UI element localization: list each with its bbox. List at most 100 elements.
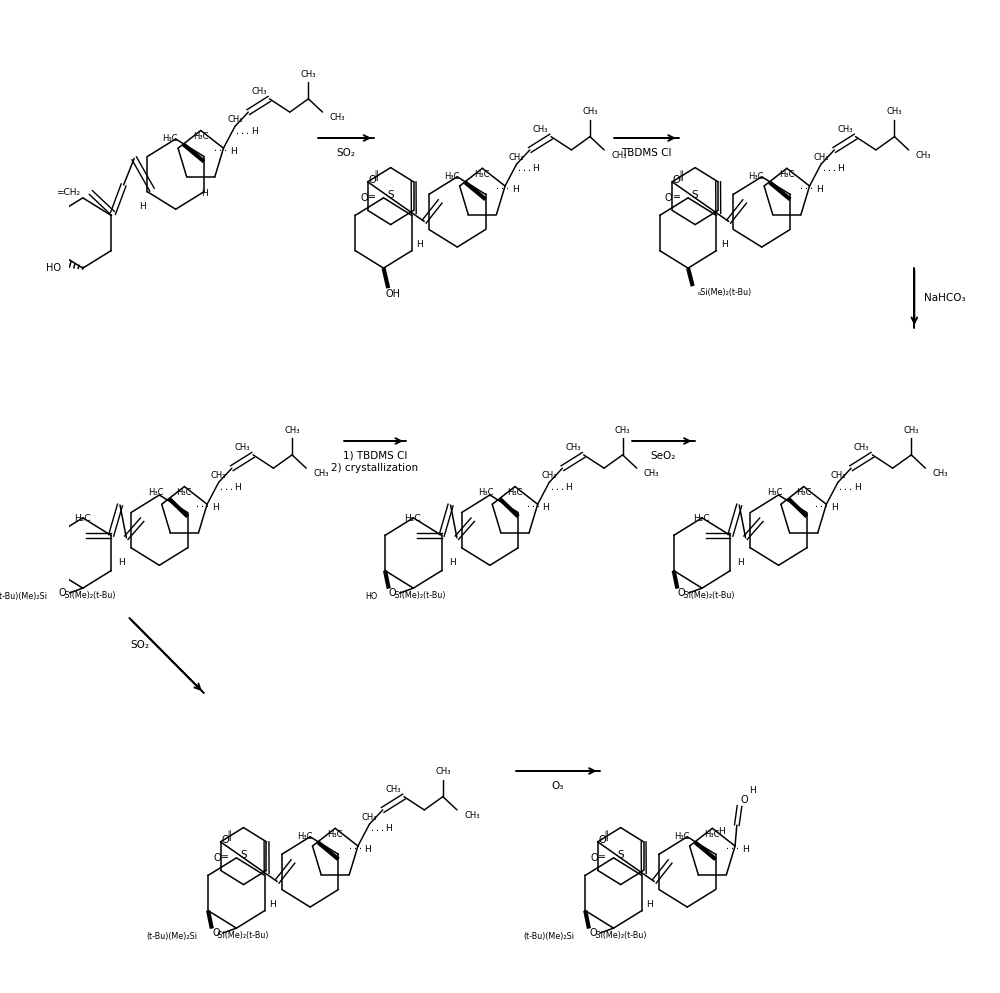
Text: ...: ...	[348, 842, 363, 851]
Text: ...: ...	[725, 842, 740, 851]
Text: O: O	[58, 588, 66, 598]
Text: H: H	[742, 845, 748, 854]
Text: H: H	[854, 483, 861, 492]
Text: H: H	[269, 900, 276, 909]
Text: ...: ...	[550, 483, 565, 492]
Text: ...: ...	[495, 182, 510, 191]
Text: CH₃: CH₃	[435, 768, 451, 777]
Text: ═: ═	[369, 193, 374, 203]
Text: 1) TBDMS Cl
2) crystallization: 1) TBDMS Cl 2) crystallization	[331, 451, 418, 473]
Text: H: H	[365, 845, 371, 854]
Text: TBDMS Cl: TBDMS Cl	[621, 148, 671, 158]
Text: ║: ║	[603, 831, 609, 841]
Text: CH₃: CH₃	[887, 107, 902, 116]
Text: ·Si(Me)₂(t-Bu): ·Si(Me)₂(t-Bu)	[62, 591, 115, 600]
Text: O: O	[212, 928, 220, 938]
Text: H: H	[385, 824, 392, 833]
Text: CH₃: CH₃	[611, 151, 627, 160]
Text: O: O	[221, 835, 229, 845]
Text: CH₃: CH₃	[830, 472, 846, 481]
Text: NaHCO₃: NaHCO₃	[924, 293, 965, 303]
Text: CH₃: CH₃	[813, 153, 829, 162]
Text: ║: ║	[678, 171, 683, 182]
Text: H₃C: H₃C	[704, 830, 719, 839]
Text: CH₃: CH₃	[362, 813, 377, 822]
Text: OH: OH	[385, 289, 400, 299]
Text: ·Si(Me)₂(t-Bu): ·Si(Me)₂(t-Bu)	[216, 931, 269, 940]
Text: CH₃: CH₃	[330, 113, 345, 122]
Text: O: O	[590, 853, 598, 863]
Text: H₃C: H₃C	[444, 172, 460, 181]
Text: H: H	[235, 483, 241, 492]
Text: CH₃: CH₃	[582, 107, 598, 116]
Text: CH₃: CH₃	[464, 811, 480, 820]
Text: CH₃: CH₃	[533, 124, 548, 133]
Text: ║: ║	[226, 831, 232, 841]
Text: O: O	[678, 588, 685, 598]
Text: H: H	[251, 127, 258, 136]
Text: H₃C: H₃C	[674, 832, 690, 841]
Text: HO: HO	[366, 592, 378, 601]
Text: CH₃: CH₃	[211, 472, 226, 481]
Text: ...: ...	[195, 500, 210, 509]
Text: H: H	[542, 503, 549, 512]
Text: H₃C: H₃C	[749, 172, 764, 181]
Text: O: O	[213, 853, 221, 863]
Text: CH₃: CH₃	[386, 784, 401, 793]
Text: H: H	[646, 900, 653, 909]
Text: ...: ...	[219, 483, 234, 492]
Text: O₃: O₃	[552, 781, 564, 791]
Text: ...: ...	[370, 824, 385, 833]
Text: H₃C: H₃C	[297, 832, 312, 841]
Text: ...: ...	[517, 165, 532, 174]
Text: H₃C: H₃C	[779, 170, 795, 179]
Text: S: S	[617, 850, 624, 860]
Text: (t-Bu)(Me)₂Si: (t-Bu)(Me)₂Si	[146, 931, 197, 940]
Text: ₒSi(Me)₂(t-Bu): ₒSi(Me)₂(t-Bu)	[697, 288, 752, 297]
Text: H: H	[118, 558, 125, 567]
Text: ·Si(Me)₂(t-Bu): ·Si(Me)₂(t-Bu)	[392, 591, 446, 600]
Text: CH₃: CH₃	[837, 124, 853, 133]
Text: ...: ...	[799, 182, 814, 191]
Text: H: H	[449, 558, 456, 567]
Text: H₂C: H₂C	[404, 513, 421, 523]
Text: O: O	[598, 835, 606, 845]
Text: H: H	[201, 189, 208, 198]
Text: ·Si(Me)₂(t-Bu): ·Si(Me)₂(t-Bu)	[681, 591, 735, 600]
Text: S: S	[692, 190, 698, 200]
Text: H: H	[139, 203, 146, 212]
Text: H: H	[837, 165, 844, 174]
Text: H₃C: H₃C	[162, 134, 178, 143]
Text: O: O	[673, 176, 680, 186]
Text: H: H	[738, 558, 744, 567]
Text: H₂C: H₂C	[693, 513, 709, 523]
Text: =CH₂: =CH₂	[56, 188, 80, 197]
Text: ║: ║	[373, 171, 379, 182]
Text: HO: HO	[46, 263, 61, 273]
Text: H: H	[749, 786, 756, 795]
Text: H₃C: H₃C	[177, 489, 192, 497]
Text: O: O	[389, 588, 397, 598]
Text: H₃C: H₃C	[193, 132, 208, 141]
Text: ...: ...	[838, 483, 853, 492]
Text: H₃C: H₃C	[148, 489, 163, 497]
Text: CH₃: CH₃	[933, 470, 948, 479]
Text: CH₃: CH₃	[284, 426, 300, 435]
Text: S: S	[240, 850, 247, 860]
Text: CH₃: CH₃	[916, 151, 931, 160]
Text: CH₃: CH₃	[313, 470, 329, 479]
Text: S: S	[387, 190, 394, 200]
Text: (t-Bu)(Me)₂Si: (t-Bu)(Me)₂Si	[0, 592, 47, 601]
Text: H: H	[721, 240, 727, 249]
Text: O: O	[360, 193, 368, 203]
Text: H: H	[816, 185, 823, 194]
Text: CH₃: CH₃	[509, 153, 524, 162]
Text: ...: ...	[822, 165, 837, 174]
Text: CH₃: CH₃	[565, 443, 581, 452]
Text: CH₃: CH₃	[251, 86, 267, 95]
Text: O: O	[740, 795, 748, 805]
Text: H: H	[212, 503, 219, 512]
Text: CH₃: CH₃	[301, 70, 316, 78]
Text: ...: ...	[235, 127, 250, 136]
Text: ...: ...	[526, 500, 541, 509]
